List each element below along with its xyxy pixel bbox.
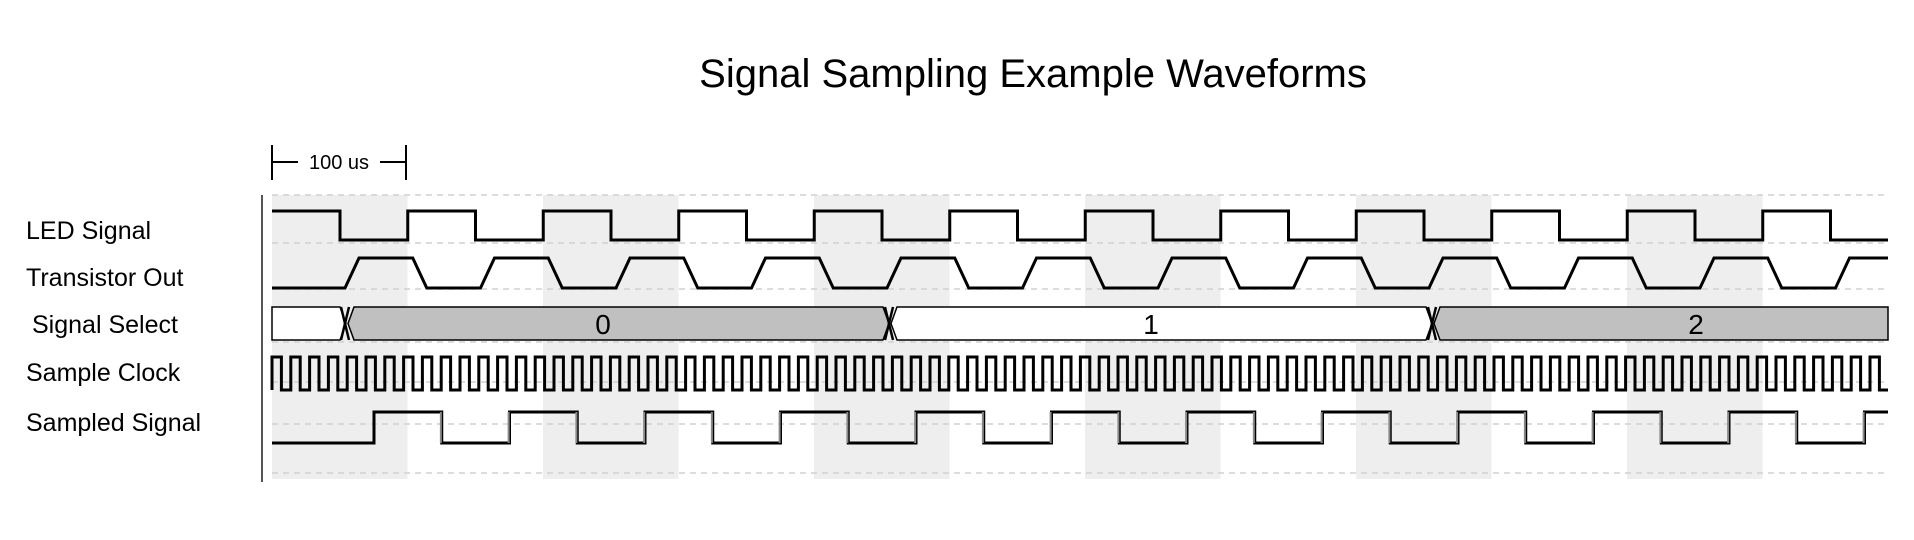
time-scale-marker: 100 us [271,145,407,180]
time-scale-label: 100 us [309,152,369,174]
bus-segment [347,306,890,341]
sample-clock-trace [270,355,1888,392]
bus-transition [339,306,351,341]
signal-label-sample-clock: Sample Clock [26,359,181,387]
bus-value-label: 1 [1143,309,1159,340]
bus-value-label: 0 [595,309,611,340]
bus-segment [890,306,1433,341]
signal-label-signal-select: Signal Select [32,311,178,339]
bus-transition [1426,306,1438,341]
bus-segment [1433,306,1889,341]
led-signal-trace [272,209,1888,242]
diagram-title: Signal Sampling Example Waveforms [699,52,1367,96]
transistor-out-trace [272,256,1888,290]
bus-transition [883,306,895,341]
signal-label-sampled-signal: Sampled Signal [26,409,202,437]
bus-segment-initial [271,306,347,341]
signal-label-transistor-out: Transistor Out [26,264,184,292]
signal-label-led: LED Signal [26,217,152,245]
bus-value-label: 2 [1688,309,1704,340]
waveforms: 0 1 2 [270,209,1889,445]
grid-lines [272,194,1888,474]
